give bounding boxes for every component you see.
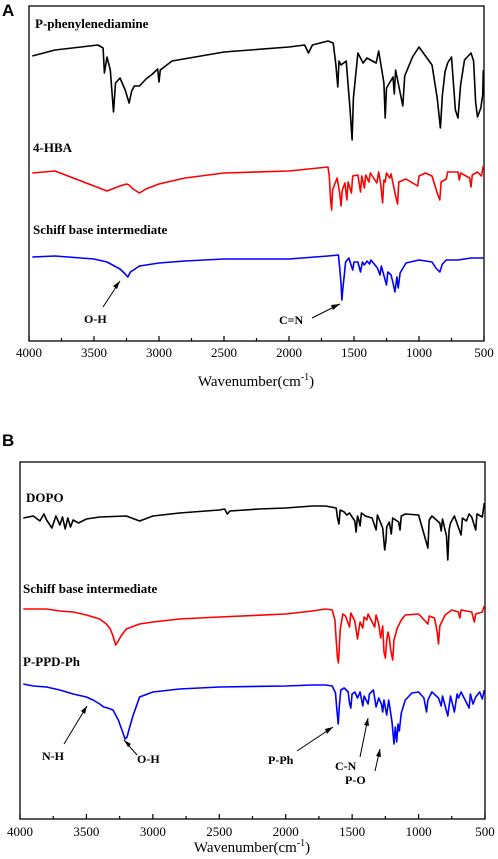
x-tick-label-3500: 3500 (73, 824, 99, 839)
x-tick-label-4000: 4000 (16, 345, 42, 360)
panel-b-x-tick-labels: 4000 3500 3000 2500 2000 1500 1000 500 (7, 824, 495, 839)
panel-a-x-axis-title: Wavenumber(cm-1) (198, 372, 314, 390)
x-tick-label-2000: 2000 (276, 345, 302, 360)
panel-b-letter: B (2, 431, 14, 450)
x-tick-label-2500: 2500 (206, 824, 232, 839)
annotation-arrowhead-po-b (376, 749, 381, 757)
panel-a: A 4000 3500 3000 2500 2000 1500 1000 500 P-phen… (2, 1, 494, 390)
series-label-4-hba: 4-HBA (33, 140, 73, 155)
x-tick-label-2000: 2000 (273, 824, 299, 839)
annotation-label-cn-a: C=N (279, 313, 304, 327)
x-tick-label-1500: 1500 (341, 345, 367, 360)
annotation-arrowhead-oh-b (124, 740, 131, 747)
panel-a-x-tick-labels: 4000 3500 3000 2500 2000 1500 1000 500 (16, 345, 494, 360)
series-label-p-ppd-ph: P-PPD-Ph (23, 654, 81, 669)
annotation-label-nh-b: N-H (42, 749, 65, 763)
annotation-arrowhead-cn-b (364, 718, 369, 726)
panel-a-plot-frame (28, 5, 485, 342)
series-line-4-hba (32, 165, 485, 211)
annotation-label-cn-b: C-N (335, 759, 357, 773)
series-line-p-ppd-ph (23, 683, 486, 745)
x-tick-label-1500: 1500 (339, 824, 365, 839)
panel-a-letter: A (2, 1, 14, 20)
x-tick-label-3500: 3500 (81, 345, 107, 360)
panel-b-traces (23, 502, 486, 745)
series-label-dopo: DOPO (26, 490, 64, 505)
panel-a-x-ticks (28, 336, 485, 341)
annotation-label-oh-a: O-H (84, 312, 107, 326)
annotation-arrowhead-nh-b (81, 706, 87, 714)
x-tick-label-500: 500 (475, 824, 495, 839)
series-line-p-phenylenediamine (32, 40, 485, 141)
annotation-arrowhead-pph-b (325, 727, 333, 734)
series-label-schiff-base-intermediate-a: Schiff base intermediate (33, 222, 168, 237)
x-tick-label-2500: 2500 (211, 345, 237, 360)
annotation-label-po-b: P-O (345, 773, 366, 787)
x-tick-label-1000: 1000 (406, 345, 432, 360)
x-tick-label-1000: 1000 (406, 824, 432, 839)
annotation-label-oh-b: O-H (137, 752, 160, 766)
panel-a-traces (32, 40, 485, 301)
x-tick-label-4000: 4000 (7, 824, 33, 839)
panel-b: B 4000 3500 3000 2500 2000 1500 1000 500 DOPO S… (2, 431, 495, 856)
panel-b-x-axis-title: Wavenumber(cm-1) (194, 838, 310, 856)
annotation-arrowhead-cn-a (331, 304, 340, 310)
x-tick-label-3000: 3000 (146, 345, 172, 360)
panel-b-x-ticks (19, 814, 486, 819)
annotation-label-pph-b: P-Ph (268, 753, 294, 767)
annotation-arrowhead-oh-a (113, 281, 120, 289)
x-tick-label-500: 500 (474, 345, 494, 360)
series-line-dopo (23, 502, 486, 561)
series-label-schiff-base-intermediate-b: Schiff base intermediate (23, 581, 158, 596)
series-line-schiff-base-intermediate (23, 605, 486, 664)
series-line-schiff-base-intermediate (32, 254, 484, 301)
x-tick-label-3000: 3000 (140, 824, 166, 839)
series-label-p-phenylenediamine: P-phenylenediamine (35, 16, 149, 31)
